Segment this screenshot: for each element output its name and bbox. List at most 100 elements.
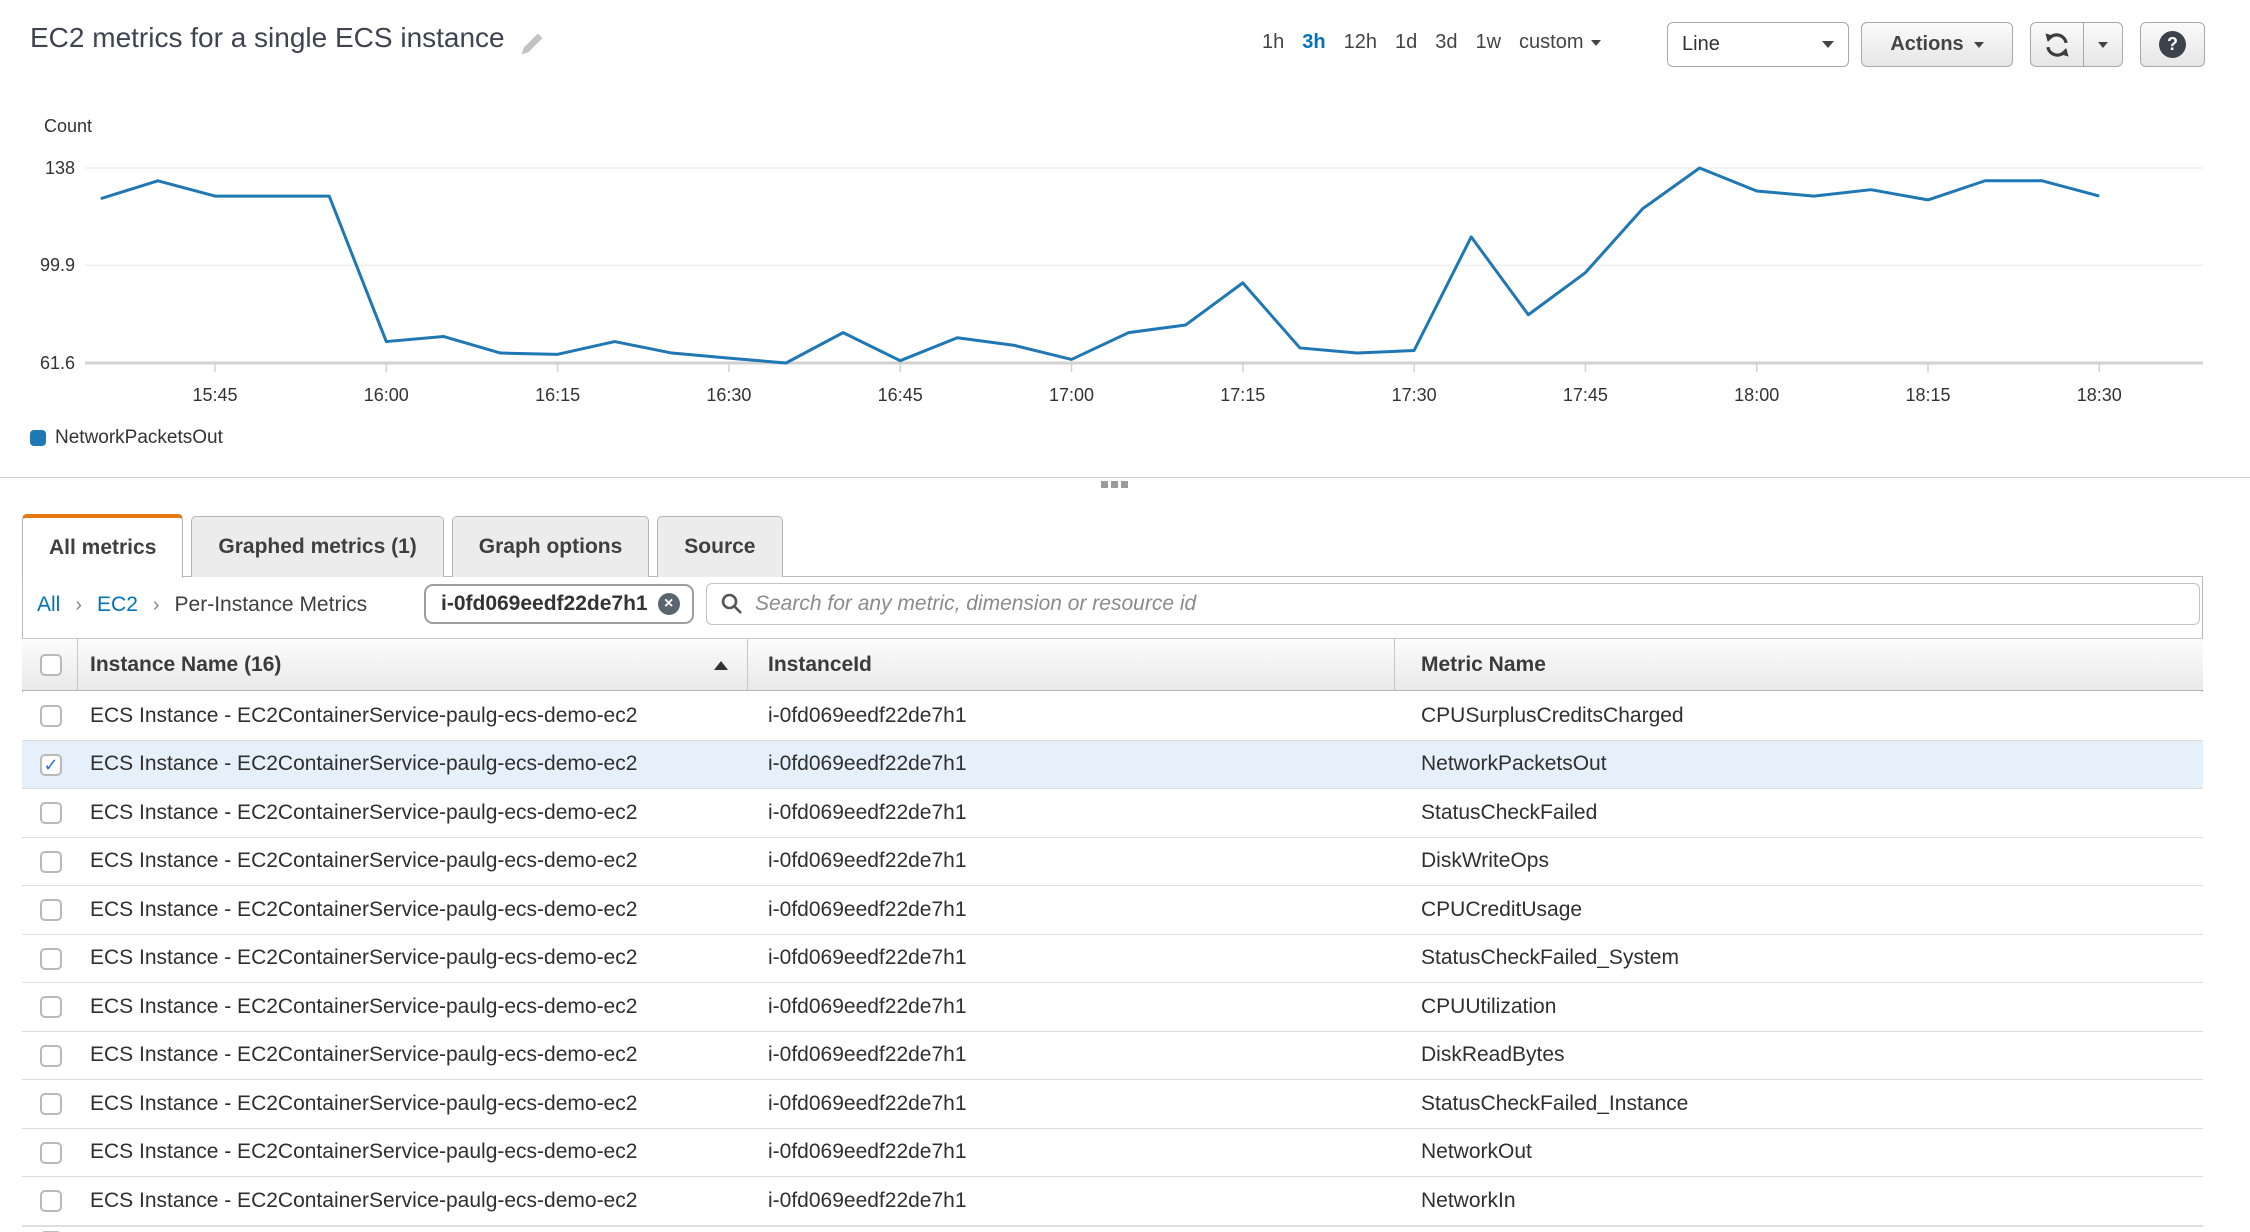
filter-chip-label: i-0fd069eedf22de7h1 (441, 592, 648, 616)
metric-name-cell: NetworkPacketsOut (1421, 741, 1607, 789)
table-row[interactable]: ECS Instance - EC2ContainerService-paulg… (22, 838, 2203, 887)
table-row[interactable]: ECS Instance - EC2ContainerService-paulg… (22, 1032, 2203, 1081)
search-icon (720, 592, 744, 616)
resize-handle[interactable] (1101, 481, 1128, 488)
instance-name-cell: ECS Instance - EC2ContainerService-paulg… (90, 1177, 637, 1225)
svg-text:16:15: 16:15 (535, 385, 580, 405)
table-row[interactable]: ECS Instance - EC2ContainerService-paulg… (22, 1080, 2203, 1129)
instance-name-cell: ECS Instance - EC2ContainerService-paulg… (90, 789, 637, 837)
instance-id-cell: i-0fd069eedf22de7h1 (768, 1032, 967, 1080)
metric-search-box (706, 583, 2200, 625)
refresh-options-button[interactable] (2084, 23, 2122, 66)
chevron-down-icon (1974, 42, 1984, 48)
table-row-partial (22, 1226, 2203, 1232)
table-row[interactable]: ✓ ECS Instance - EC2ContainerService-paul… (22, 741, 2203, 790)
table-row[interactable]: ECS Instance - EC2ContainerService-paulg… (22, 789, 2203, 838)
chart-type-select[interactable]: Line (1667, 22, 1849, 67)
instance-name-cell: ECS Instance - EC2ContainerService-paulg… (90, 1080, 637, 1128)
time-range-1w[interactable]: 1w (1475, 31, 1501, 54)
svg-text:16:30: 16:30 (706, 385, 751, 405)
column-header-metric-name[interactable]: Metric Name (1421, 639, 1546, 690)
svg-text:17:30: 17:30 (1392, 385, 1437, 405)
tab-all-metrics[interactable]: All metrics (22, 514, 183, 578)
table-row[interactable]: ECS Instance - EC2ContainerService-paulg… (22, 983, 2203, 1032)
svg-text:16:45: 16:45 (878, 385, 923, 405)
chevron-down-icon (1822, 41, 1834, 48)
table-row[interactable]: ECS Instance - EC2ContainerService-paulg… (22, 1129, 2203, 1178)
instance-filter-chip[interactable]: i-0fd069eedf22de7h1 × (424, 584, 694, 624)
metric-name-cell: DiskWriteOps (1421, 838, 1549, 886)
table-row[interactable]: ECS Instance - EC2ContainerService-paulg… (22, 886, 2203, 935)
refresh-button[interactable] (2031, 23, 2084, 66)
row-checkbox[interactable] (40, 1190, 62, 1212)
time-range-12h[interactable]: 12h (1344, 31, 1377, 54)
breadcrumb: All › EC2 › Per-Instance Metrics (37, 593, 367, 617)
svg-text:17:45: 17:45 (1563, 385, 1608, 405)
refresh-icon (2042, 30, 2072, 60)
time-range-1h[interactable]: 1h (1262, 31, 1284, 54)
chevron-down-icon (2098, 42, 2108, 48)
table-row[interactable]: ECS Instance - EC2ContainerService-paulg… (22, 692, 2203, 741)
column-header-instance-name[interactable]: Instance Name (16) (90, 639, 281, 690)
page-title: EC2 metrics for a single ECS instance (30, 22, 505, 54)
row-checkbox[interactable] (40, 996, 62, 1018)
instance-name-cell: ECS Instance - EC2ContainerService-paulg… (90, 741, 637, 789)
table-row[interactable]: ECS Instance - EC2ContainerService-paulg… (22, 935, 2203, 984)
instance-name-cell: ECS Instance - EC2ContainerService-paulg… (90, 692, 637, 740)
time-range-3d[interactable]: 3d (1435, 31, 1457, 54)
time-range-selector: 1h 3h 12h 1d 3d 1w custom (1262, 31, 1601, 54)
breadcrumb-separator: › (153, 594, 160, 617)
instance-name-cell: ECS Instance - EC2ContainerService-paulg… (90, 983, 637, 1031)
instance-id-cell: i-0fd069eedf22de7h1 (768, 935, 967, 983)
chevron-down-icon (1591, 40, 1601, 46)
legend-label: NetworkPacketsOut (55, 427, 223, 449)
time-range-3h[interactable]: 3h (1302, 31, 1325, 54)
time-range-custom[interactable]: custom (1519, 31, 1600, 54)
metric-name-cell: NetworkOut (1421, 1129, 1532, 1177)
svg-text:138: 138 (45, 158, 75, 178)
svg-text:15:45: 15:45 (192, 385, 237, 405)
breadcrumb-ec2-link[interactable]: EC2 (97, 593, 138, 617)
table-row[interactable]: ECS Instance - EC2ContainerService-paulg… (22, 1177, 2203, 1226)
tab-source[interactable]: Source (657, 516, 782, 577)
instance-id-cell: i-0fd069eedf22de7h1 (768, 741, 967, 789)
row-checkbox[interactable] (40, 1045, 62, 1067)
row-checkbox[interactable] (40, 1142, 62, 1164)
edit-title-pencil-icon[interactable] (518, 30, 546, 58)
tab-graphed-metrics-1[interactable]: Graphed metrics (1) (191, 516, 443, 577)
help-button[interactable]: ? (2140, 22, 2205, 67)
row-checkbox[interactable] (40, 899, 62, 921)
row-checkbox[interactable] (40, 851, 62, 873)
actions-button[interactable]: Actions (1861, 22, 2013, 67)
remove-filter-icon[interactable]: × (658, 593, 680, 615)
instance-id-cell: i-0fd069eedf22de7h1 (768, 789, 967, 837)
tab-graph-options[interactable]: Graph options (452, 516, 650, 577)
metric-name-cell: NetworkIn (1421, 1177, 1516, 1225)
instance-id-cell: i-0fd069eedf22de7h1 (768, 983, 967, 1031)
legend-swatch (30, 430, 46, 446)
svg-text:18:00: 18:00 (1734, 385, 1779, 405)
row-checkbox[interactable] (40, 705, 62, 727)
row-checkbox-checked[interactable]: ✓ (40, 754, 62, 776)
metric-search-input[interactable] (755, 592, 2186, 616)
svg-text:18:30: 18:30 (2077, 385, 2122, 405)
metric-name-cell: CPUCreditUsage (1421, 886, 1582, 934)
instance-id-cell: i-0fd069eedf22de7h1 (768, 838, 967, 886)
sort-ascending-icon (714, 661, 728, 670)
row-checkbox[interactable] (40, 1093, 62, 1115)
column-header-instance-id[interactable]: InstanceId (768, 639, 872, 690)
chart-type-value: Line (1682, 33, 1720, 56)
select-all-checkbox[interactable] (40, 654, 62, 676)
chart-legend[interactable]: NetworkPacketsOut (30, 427, 223, 449)
metric-name-cell: StatusCheckFailed_System (1421, 935, 1679, 983)
svg-text:17:00: 17:00 (1049, 385, 1094, 405)
breadcrumb-current: Per-Instance Metrics (175, 593, 368, 617)
time-range-1d[interactable]: 1d (1395, 31, 1417, 54)
metric-name-cell: CPUUtilization (1421, 983, 1556, 1031)
row-checkbox[interactable] (40, 948, 62, 970)
row-checkbox[interactable] (40, 802, 62, 824)
svg-text:18:15: 18:15 (1905, 385, 1950, 405)
breadcrumb-all-link[interactable]: All (37, 593, 60, 617)
cloudwatch-metrics-page: EC2 metrics for a single ECS instance 1h… (0, 0, 2250, 1232)
instance-name-cell: ECS Instance - EC2ContainerService-paulg… (90, 1032, 637, 1080)
